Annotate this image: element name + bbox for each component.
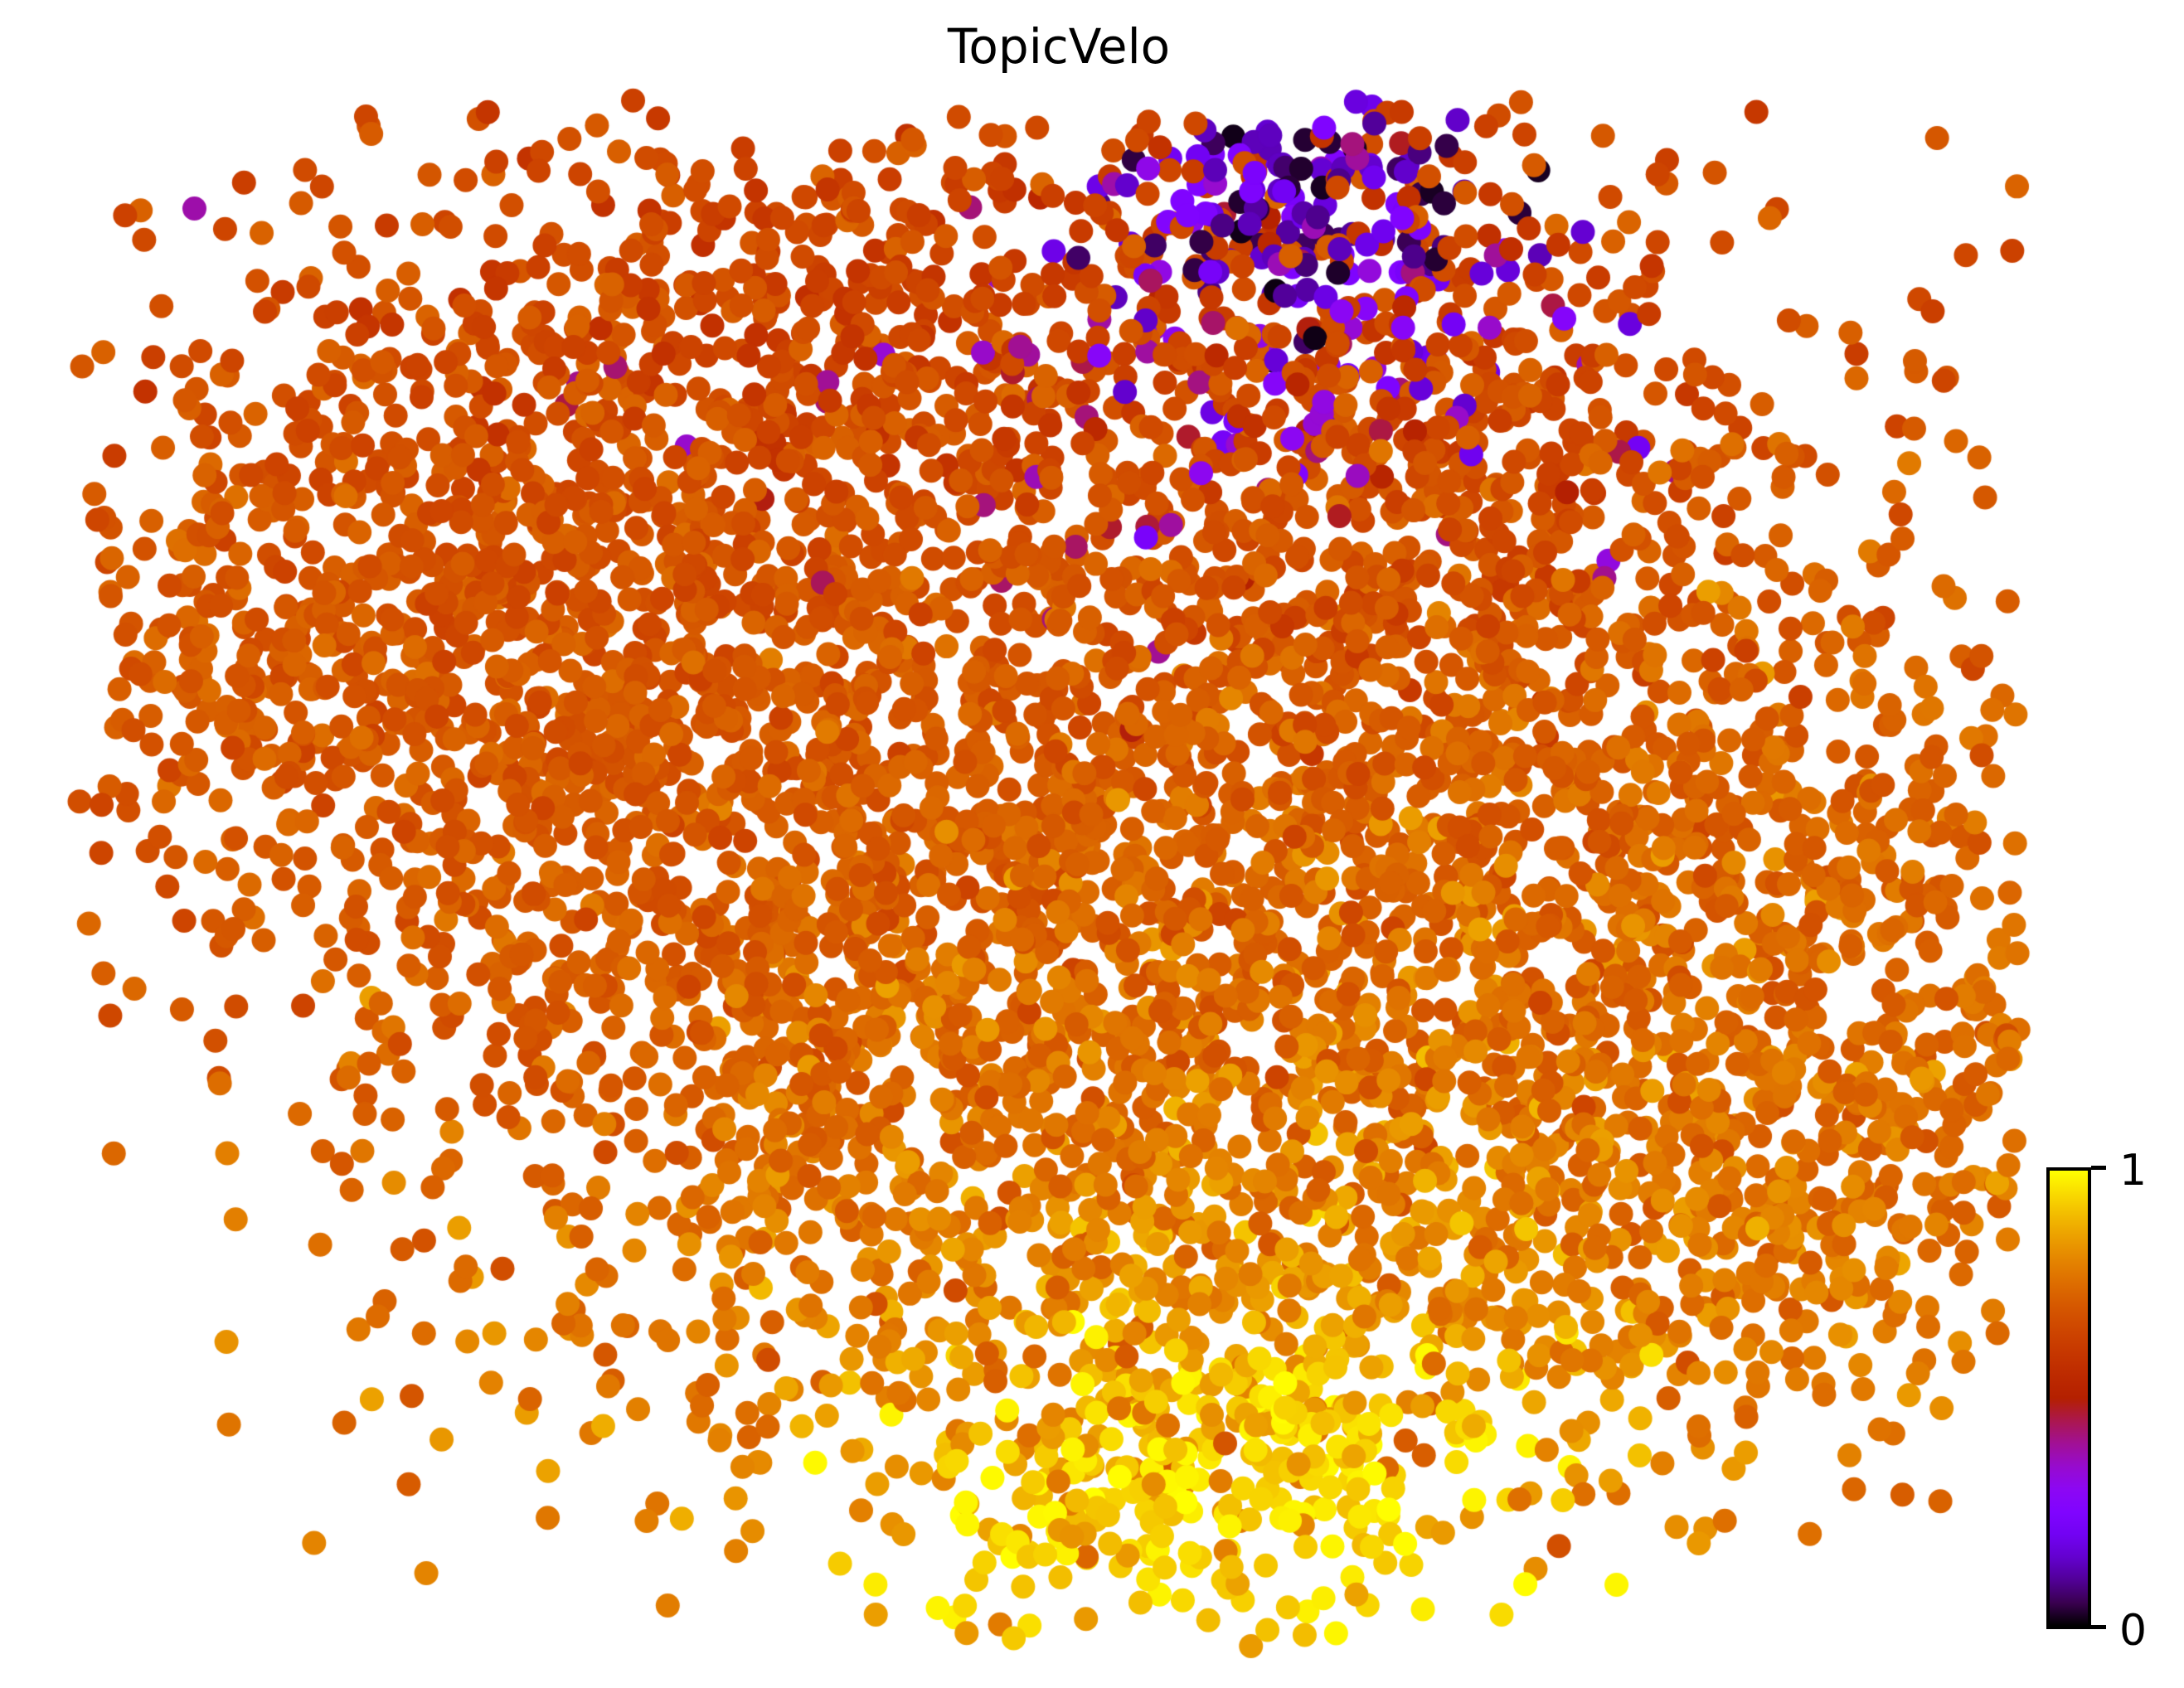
colorbar-min-label: 0 xyxy=(2119,1606,2148,1656)
chart-title: TopicVelo xyxy=(947,18,1171,75)
colorbar-gradient xyxy=(2046,1167,2091,1629)
colorbar-max-label: 1 xyxy=(2119,1146,2148,1196)
colorbar-tick-min xyxy=(2091,1625,2106,1629)
colorbar-tick-max xyxy=(2091,1166,2106,1170)
